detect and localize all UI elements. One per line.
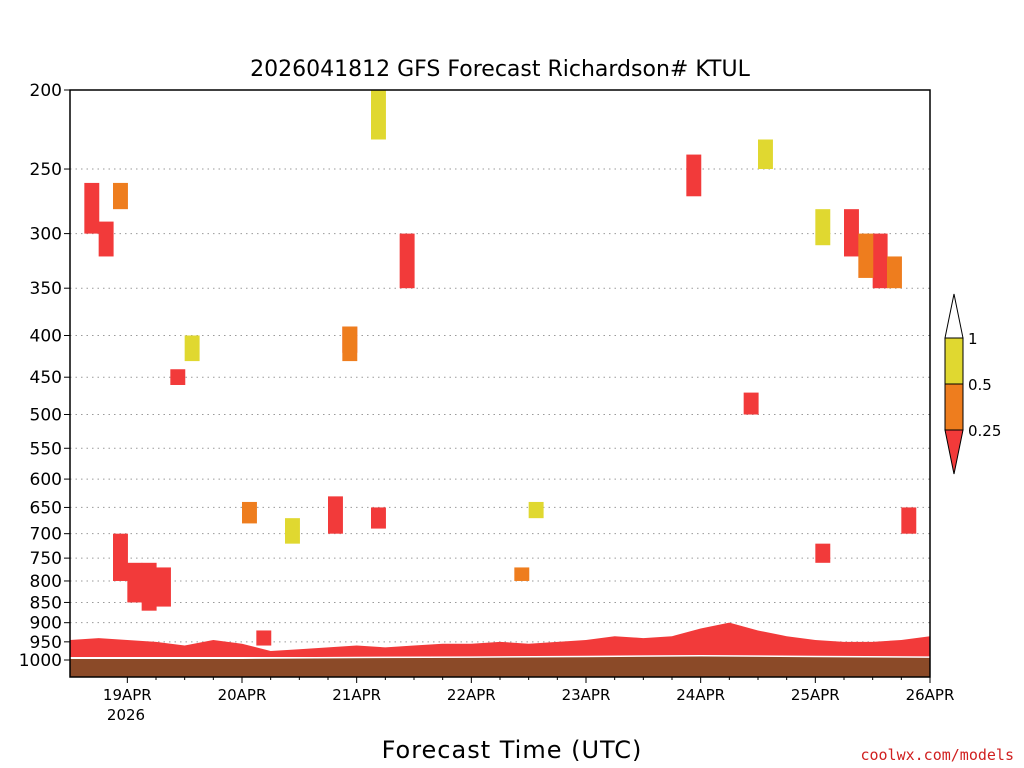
plot-area: [70, 90, 930, 677]
x-tick-label: 21APR: [332, 686, 381, 704]
y-axis: 200 250 300 350 400 450 500 550 600 650 700 750 8008…: [19, 81, 70, 671]
data-cell: [815, 543, 831, 563]
x-axis-label: Forecast Time (UTC): [382, 736, 643, 764]
data-cell: [84, 182, 100, 234]
y-tick-label: 900: [30, 614, 62, 634]
data-cell: [858, 233, 874, 278]
y-tick-label: 850: [30, 593, 62, 613]
x-axis-sublabel: 2026: [107, 706, 145, 724]
y-tick-label: 550: [30, 439, 62, 459]
data-cell: [328, 496, 343, 534]
data-cell: [872, 233, 888, 289]
x-axis: 19APR 20APR 21APR 22APR 23APR 24APR 25APR 26APR: [103, 677, 954, 704]
x-tick-label: 24APR: [676, 686, 725, 704]
data-cell: [242, 501, 257, 524]
x-tick-label: 23APR: [562, 686, 611, 704]
boundary-layer: [70, 622, 931, 677]
x-tick-label: 22APR: [447, 686, 496, 704]
legend-cap-bottom: [944, 429, 964, 475]
surface-line: [70, 654, 931, 659]
y-tick-label: 350: [30, 279, 62, 299]
data-cell: [844, 209, 859, 257]
credit-label[interactable]: coolwx.com/models: [860, 746, 1014, 764]
chart-title: 2026041812 GFS Forecast Richardson# KTUL: [250, 57, 750, 82]
data-cell: [342, 326, 358, 362]
ground-fill: [70, 655, 930, 677]
x-tick-label: 26APR: [906, 686, 955, 704]
data-cell: [528, 501, 544, 519]
x-tick-label: 19APR: [103, 686, 152, 704]
data-cell: [399, 233, 415, 289]
y-tick-label: 700: [30, 525, 62, 545]
y-tick-label: 800: [30, 572, 62, 592]
data-cell: [901, 507, 917, 534]
data-cell: [686, 154, 702, 197]
legend-label: 0.5: [968, 376, 992, 394]
legend-label: 0.25: [968, 422, 1001, 440]
data-cell: [285, 518, 300, 544]
color-legend: 1 0.5 0.25: [944, 293, 1001, 475]
data-cell: [141, 562, 157, 611]
y-tick-label: 500: [30, 406, 62, 426]
data-cell: [743, 392, 759, 415]
data-cell: [170, 369, 186, 385]
legend-swatch: [944, 383, 964, 431]
data-cell: [98, 221, 114, 257]
data-cell: [371, 90, 386, 140]
boundary-layer-band: [70, 622, 930, 657]
y-tick-label: 200: [30, 81, 62, 101]
data-cell: [887, 256, 902, 289]
y-tick-label: 400: [30, 326, 62, 346]
data-cell: [113, 182, 128, 210]
data-cell: [127, 562, 143, 603]
y-tick-label: 650: [30, 498, 62, 518]
legend-label: 1: [968, 330, 978, 348]
legend-swatch: [944, 337, 964, 385]
plot-background: [70, 90, 930, 677]
data-cell: [113, 533, 128, 581]
data-cell: [815, 209, 831, 246]
y-tick-label: 450: [30, 368, 62, 388]
data-cell: [256, 630, 272, 646]
y-tick-label: 250: [30, 160, 62, 180]
y-tick-label: 600: [30, 470, 62, 490]
data-cell: [184, 335, 200, 362]
y-tick-label: 300: [30, 225, 62, 245]
y-tick-label: 950: [30, 633, 62, 653]
data-cell: [514, 567, 530, 581]
data-cell: [371, 507, 386, 529]
data-cell: [758, 139, 773, 170]
x-tick-label: 25APR: [791, 686, 840, 704]
richardson-cells: [84, 90, 917, 646]
data-cell: [156, 567, 171, 607]
y-tick-label: 1000: [19, 651, 62, 671]
legend-cap-top: [944, 293, 964, 339]
x-tick-label: 20APR: [218, 686, 267, 704]
y-tick-label: 750: [30, 549, 62, 569]
